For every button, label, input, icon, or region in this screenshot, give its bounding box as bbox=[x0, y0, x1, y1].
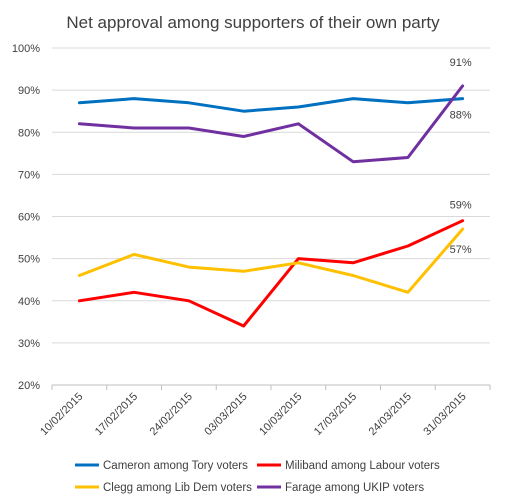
y-tick-label: 90% bbox=[18, 85, 40, 97]
series-line-2 bbox=[77, 219, 465, 328]
x-axis-ticks: 10/02/2015 17/02/2015 24/02/2015 03/03/2015… bbox=[38, 385, 491, 438]
legend-label: Cameron among Tory voters bbox=[103, 460, 248, 472]
series-lines bbox=[77, 84, 465, 328]
x-tick-label: 24/02/2015 bbox=[148, 391, 195, 438]
legend: Cameron among Tory voters Miliband among … bbox=[75, 460, 440, 494]
data-label: 91% bbox=[450, 57, 472, 69]
y-tick-label: 70% bbox=[18, 169, 40, 181]
x-tick-label: 10/03/2015 bbox=[257, 391, 304, 438]
chart-title: Net approval among supporters of their o… bbox=[66, 13, 440, 32]
data-label: 59% bbox=[450, 200, 472, 212]
x-tick-label: 17/03/2015 bbox=[312, 391, 359, 438]
data-label: 88% bbox=[450, 110, 472, 122]
y-tick-label: 30% bbox=[18, 338, 40, 350]
y-tick-label: 20% bbox=[18, 380, 40, 392]
x-tick-label: 31/03/2015 bbox=[421, 391, 468, 438]
legend-label: Miliband among Labour voters bbox=[285, 460, 440, 472]
legend-label: Farage among UKIP voters bbox=[285, 482, 424, 494]
legend-label: Clegg among Lib Dem voters bbox=[103, 482, 252, 494]
y-axis-ticks: 20% 30% 40% 50% 60% 70% 80% 90% 100% bbox=[12, 43, 40, 392]
x-tick-label: 24/03/2015 bbox=[367, 391, 414, 438]
data-annotations: 91% 88% 59% 57% bbox=[450, 57, 472, 256]
series-line-4 bbox=[77, 84, 465, 164]
y-tick-label: 100% bbox=[12, 43, 40, 55]
data-label: 57% bbox=[450, 244, 472, 256]
y-tick-label: 50% bbox=[18, 254, 40, 266]
y-tick-label: 40% bbox=[18, 296, 40, 308]
series-line-1 bbox=[77, 97, 465, 113]
series-line-3 bbox=[77, 227, 465, 294]
y-tick-label: 60% bbox=[18, 212, 40, 224]
x-tick-label: 17/02/2015 bbox=[93, 391, 140, 438]
x-tick-label: 03/03/2015 bbox=[202, 391, 249, 438]
y-tick-label: 80% bbox=[18, 127, 40, 139]
x-tick-label: 10/02/2015 bbox=[38, 391, 85, 438]
